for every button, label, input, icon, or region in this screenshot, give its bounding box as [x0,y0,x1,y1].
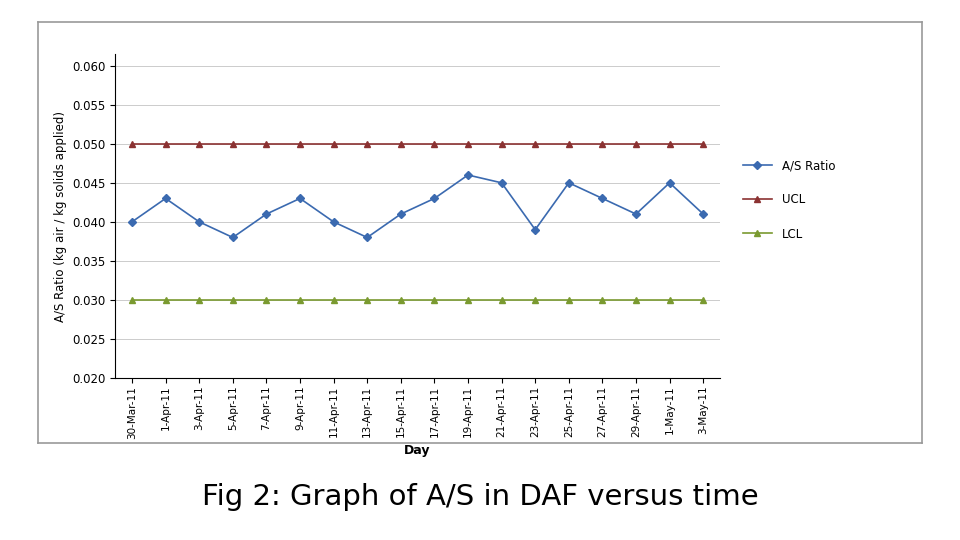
LCL [193,296,205,303]
LCL [294,296,305,303]
A/S Ratio [495,180,507,186]
LCL [159,296,171,303]
A/S Ratio [428,195,440,201]
A/S Ratio [260,211,273,217]
LCL [596,296,608,303]
A/S Ratio [596,195,608,201]
A/S Ratio [361,234,372,241]
A/S Ratio [697,211,708,217]
LCL [327,296,340,303]
LCL [529,296,540,303]
A/S Ratio [395,211,406,217]
A/S Ratio [529,226,540,233]
UCL [294,140,305,147]
Line: LCL: LCL [129,296,707,303]
A/S Ratio [663,180,675,186]
LCL [428,296,440,303]
LCL [663,296,675,303]
UCL [495,140,507,147]
LCL [395,296,406,303]
LCL [361,296,372,303]
UCL [193,140,205,147]
LCL [697,296,708,303]
LCL [260,296,273,303]
A/S Ratio [294,195,305,201]
Text: Fig 2: Graph of A/S in DAF versus time: Fig 2: Graph of A/S in DAF versus time [202,483,758,511]
Y-axis label: A/S Ratio (kg air / kg solids applied): A/S Ratio (kg air / kg solids applied) [54,111,66,321]
A/S Ratio [227,234,238,241]
A/S Ratio [127,219,138,225]
UCL [428,140,440,147]
UCL [159,140,171,147]
UCL [260,140,273,147]
UCL [395,140,406,147]
LCL [563,296,574,303]
X-axis label: Day: Day [404,444,431,457]
UCL [327,140,340,147]
A/S Ratio [563,180,574,186]
LCL [630,296,641,303]
UCL [127,140,138,147]
UCL [663,140,675,147]
UCL [630,140,641,147]
LCL [462,296,473,303]
UCL [697,140,708,147]
Line: UCL: UCL [129,140,707,147]
LCL [227,296,238,303]
A/S Ratio [327,219,340,225]
A/S Ratio [159,195,171,201]
UCL [596,140,608,147]
UCL [563,140,574,147]
Line: A/S Ratio: A/S Ratio [129,172,707,241]
UCL [529,140,540,147]
A/S Ratio [630,211,641,217]
Legend: A/S Ratio, UCL, LCL: A/S Ratio, UCL, LCL [738,154,840,245]
UCL [462,140,473,147]
UCL [227,140,238,147]
A/S Ratio [462,172,473,178]
LCL [127,296,138,303]
LCL [495,296,507,303]
A/S Ratio [193,219,205,225]
UCL [361,140,372,147]
